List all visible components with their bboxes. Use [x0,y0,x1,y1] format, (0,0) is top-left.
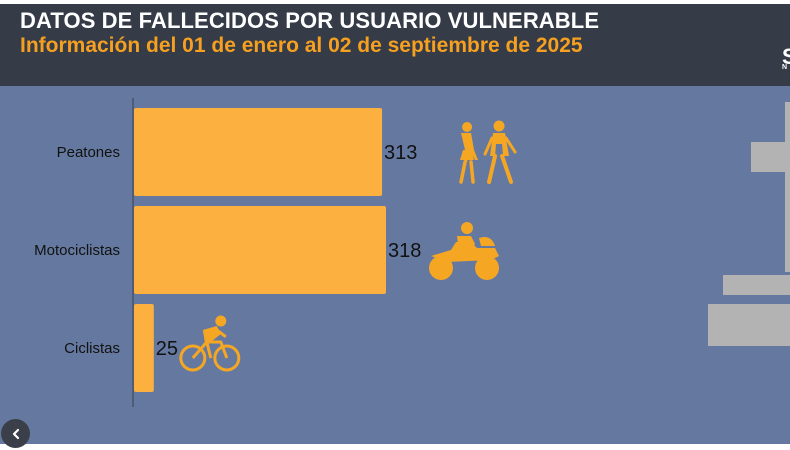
bar-ciclistas[interactable] [134,304,154,392]
side-shape-4 [708,304,790,346]
header: DATOS DE FALLECIDOS POR USUARIO VULNERAB… [0,4,790,86]
side-shape-2 [751,142,790,172]
value-label: 318 [388,240,421,262]
side-shape-3 [723,275,790,295]
side-shape-1 [785,102,790,272]
category-label: Motociclistas [34,242,120,259]
category-label: Peatones [57,144,120,161]
chart-panel [0,86,790,444]
page-title: DATOS DE FALLECIDOS POR USUARIO VULNERAB… [20,8,600,33]
value-label: 313 [384,142,417,164]
pedestrians-icon [459,120,517,184]
chevron-left-icon [12,428,19,439]
bar-motociclistas[interactable] [134,206,386,294]
category-label: Ciclistas [64,340,120,357]
page-subtitle: Información del 01 de enero al 02 de sep… [20,34,583,57]
bicycle-icon [179,315,241,372]
bar-peatones[interactable] [134,108,383,196]
bottom-edge [0,444,790,450]
motorcycle-icon [429,222,499,280]
logo-letter: S [782,44,790,69]
logo-small-letter: N [782,64,788,71]
previous-button[interactable] [1,419,30,448]
value-label: 25 [156,338,178,360]
